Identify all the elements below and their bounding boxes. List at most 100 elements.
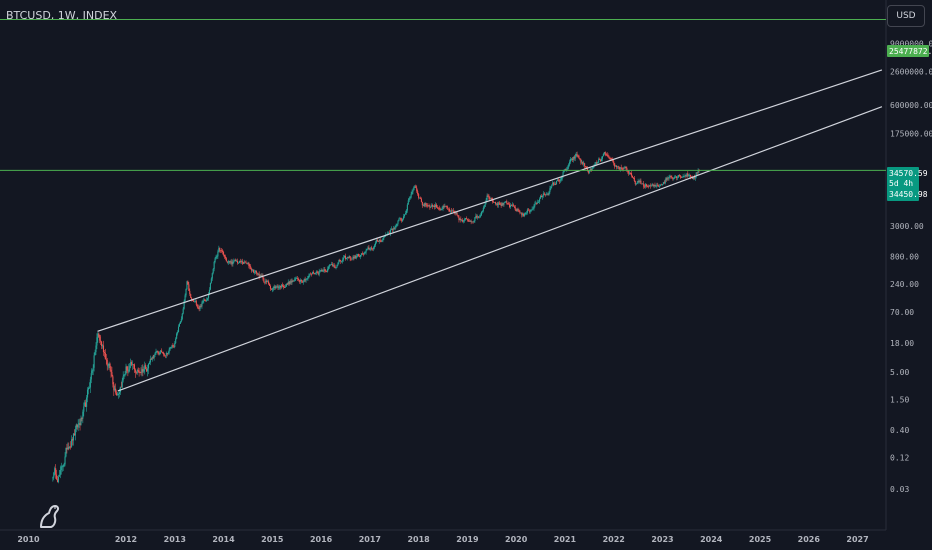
candle-body [512,204,514,207]
candle-body [505,201,507,203]
candle-body [637,181,639,183]
candle-body [293,280,295,282]
candle-body [93,355,95,368]
candle-body [645,184,647,187]
candle-body [660,184,662,186]
candle-body [151,357,153,360]
candle-body [488,196,490,199]
candle-body [127,370,129,372]
candle-body [198,307,200,309]
candle-body [357,254,359,257]
candle-body [594,164,596,166]
candle-body [278,287,280,289]
candle-body [485,199,487,203]
candle-body [257,273,259,275]
candle-body [568,164,570,168]
candle-body [238,261,241,263]
candle-body [55,468,57,475]
price-tick-label: 0.03 [890,485,909,494]
candle-body [559,179,561,182]
candle-body [677,175,679,178]
candle-body [577,155,579,157]
candle-body [56,474,58,480]
price-axis[interactable]: 9000000.00 2600000.00 600000.00 175000.00 30… [890,39,932,494]
currency-button[interactable]: USD [887,5,925,27]
candle-body [288,281,290,285]
candle-body [313,272,315,274]
candle-body [630,173,633,176]
candle-body [504,202,506,203]
time-tick-label: 2016 [310,535,333,544]
candle-body [108,363,110,366]
candle-body [217,251,219,257]
candle-body [547,194,549,196]
candle-body [263,278,265,282]
candle-body [419,197,421,199]
candle-body [398,219,400,222]
candle-body [403,216,405,219]
candle-body [597,162,599,164]
candle-body [363,252,365,255]
candle-body [303,279,305,282]
candle-body [408,198,410,201]
candle-body [276,286,278,288]
candle-body [189,290,191,295]
candle-body [491,197,493,201]
candle-body [129,365,131,370]
candle-body [167,352,169,355]
candle-body [331,264,333,266]
candle-body [583,163,585,165]
candle-body [336,264,338,268]
candle-body [260,275,262,276]
candle-body [300,279,302,282]
candle-body [179,321,181,324]
candle-body [204,299,206,301]
candle-body [600,159,602,162]
countdown-label: 5d 4h [889,179,913,188]
candle-body [604,151,606,155]
candle-body [527,209,529,211]
candle-body [499,202,501,205]
candle-body [72,433,75,441]
candle-body [382,238,384,241]
time-axis[interactable]: 2010 2012 2013 2014 2015 2016 2017 2018 2019 2020… [17,535,868,544]
candle-body [182,308,184,314]
candle-body [62,466,64,468]
candle-body [168,349,170,353]
candle-body [94,352,96,356]
candle-body [107,365,109,367]
candle-body [400,218,402,220]
candle-body [572,156,574,160]
candle-body [341,261,343,263]
candle-body [426,204,428,206]
candle-body [622,168,624,170]
candle-body [470,220,472,222]
candle-body [330,264,332,265]
symbol-title[interactable]: BTCUSD, 1W, INDEX [6,9,118,22]
candle-body [328,266,330,269]
candle-body [122,376,124,381]
candle-body [458,216,460,220]
candle-body [103,351,105,353]
time-tick-label: 2024 [700,535,723,544]
candle-body [95,345,97,353]
candle-body [252,269,255,273]
candle-body [159,352,161,355]
candle-body [323,269,325,271]
candle-body [162,351,164,353]
candle-body [418,194,420,198]
candle-body [468,220,470,222]
candle-body [290,281,292,283]
candle-body [296,278,298,280]
candle-body [509,205,512,208]
candle-body [199,305,201,309]
candle-body [275,286,277,289]
candle-body [650,185,652,187]
candle-body [117,394,120,395]
candle-body [585,166,587,168]
candle-body [362,253,364,255]
candle-body [479,216,481,218]
candle-body [340,260,342,262]
candle-body [358,254,360,257]
